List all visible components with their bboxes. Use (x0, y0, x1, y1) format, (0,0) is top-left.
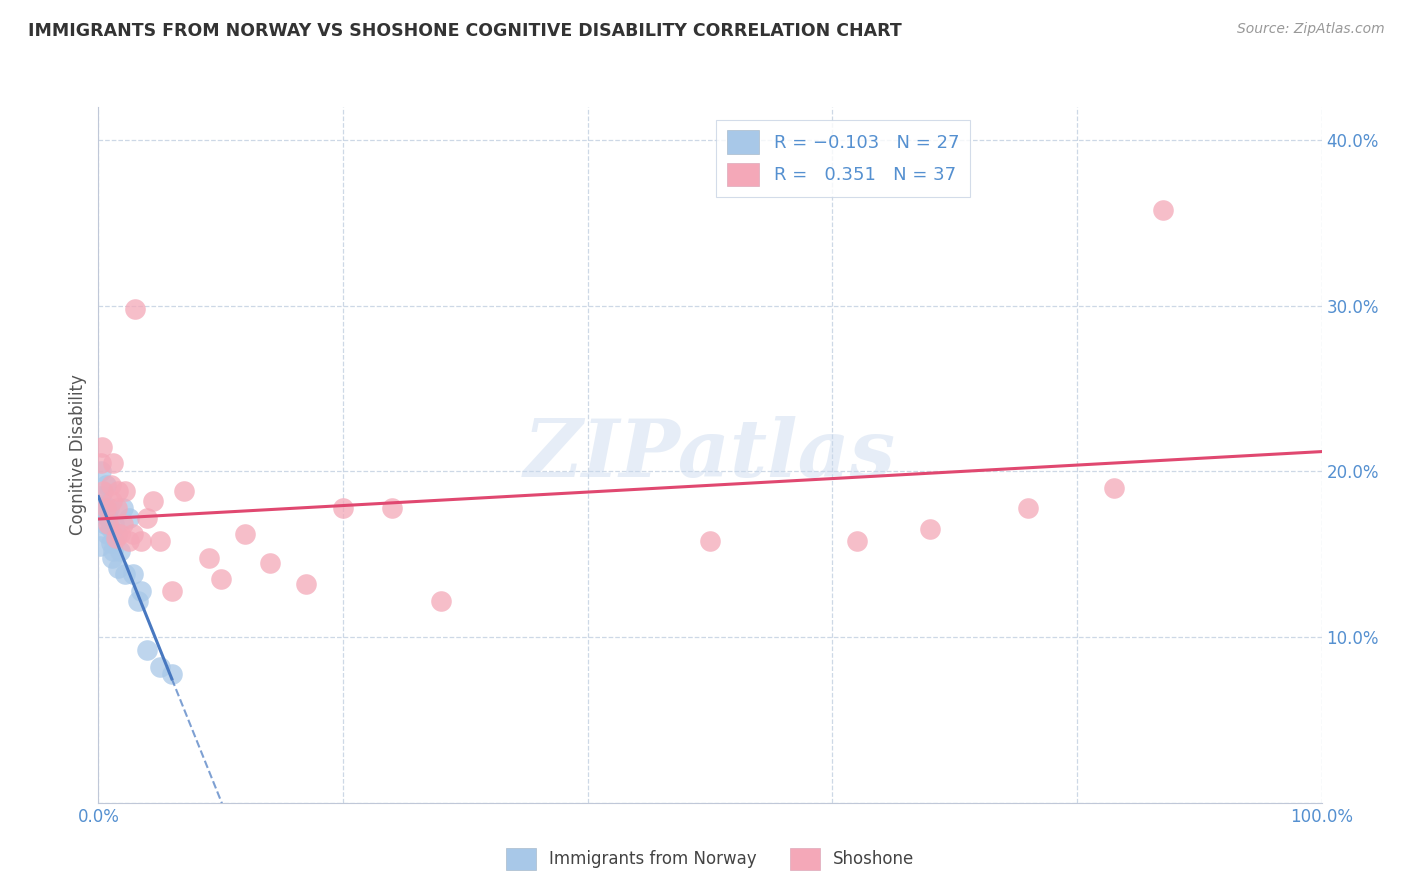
Point (1152, 202, 1174, 217)
Text: Source: ZipAtlas.com: Source: ZipAtlas.com (1237, 22, 1385, 37)
Point (160, 583, 183, 598)
Point (91, 440, 114, 454)
Point (107, 560, 129, 574)
Point (197, 550, 219, 565)
Point (160, 666, 183, 681)
Point (118, 511, 141, 525)
Point (91, 484, 114, 499)
Point (332, 500, 354, 515)
Point (97, 517, 120, 532)
Point (101, 544, 124, 558)
Point (111, 500, 134, 515)
Point (100, 477, 122, 491)
Point (101, 494, 124, 508)
Point (129, 583, 152, 598)
Point (98, 500, 121, 515)
Point (100, 535, 122, 549)
Point (381, 500, 404, 515)
Point (1017, 500, 1039, 515)
Point (91, 498, 114, 512)
Point (142, 494, 165, 508)
Point (295, 577, 318, 591)
Legend: Immigrants from Norway, Shoshone: Immigrants from Norway, Shoshone (498, 840, 922, 878)
Point (110, 544, 132, 558)
Point (107, 484, 129, 499)
Y-axis label: Cognitive Disability: Cognitive Disability (69, 375, 87, 535)
Point (121, 527, 143, 541)
Point (209, 572, 232, 586)
Point (1102, 481, 1125, 495)
Point (118, 534, 141, 549)
Point (90, 456, 112, 470)
Point (101, 550, 124, 565)
Point (96, 527, 118, 541)
Point (430, 593, 453, 607)
Point (149, 660, 172, 674)
Point (105, 527, 128, 541)
Point (114, 484, 136, 499)
Text: ZIPatlas: ZIPatlas (524, 417, 896, 493)
Point (259, 556, 281, 570)
Point (94, 500, 117, 515)
Point (100, 523, 122, 537)
Point (920, 523, 942, 537)
Point (111, 517, 134, 532)
Point (90, 465, 112, 479)
Point (97, 511, 120, 525)
Point (121, 567, 143, 582)
Point (93, 517, 115, 532)
Point (127, 593, 149, 607)
Point (103, 517, 125, 532)
Point (104, 531, 127, 545)
Point (233, 527, 256, 541)
Point (110, 527, 132, 541)
Point (124, 302, 146, 317)
Point (149, 534, 172, 549)
Text: IMMIGRANTS FROM NORWAY VS SHOSHONE COGNITIVE DISABILITY CORRELATION CHART: IMMIGRANTS FROM NORWAY VS SHOSHONE COGNI… (28, 22, 901, 40)
Point (699, 534, 721, 549)
Point (845, 534, 868, 549)
Point (90, 489, 112, 503)
Point (94, 477, 117, 491)
Point (136, 643, 159, 657)
Point (136, 511, 159, 525)
Point (89, 539, 111, 553)
Point (105, 500, 128, 515)
Point (101, 456, 124, 470)
Point (129, 534, 152, 549)
Point (91, 506, 114, 520)
Point (114, 567, 136, 582)
Point (173, 484, 195, 499)
